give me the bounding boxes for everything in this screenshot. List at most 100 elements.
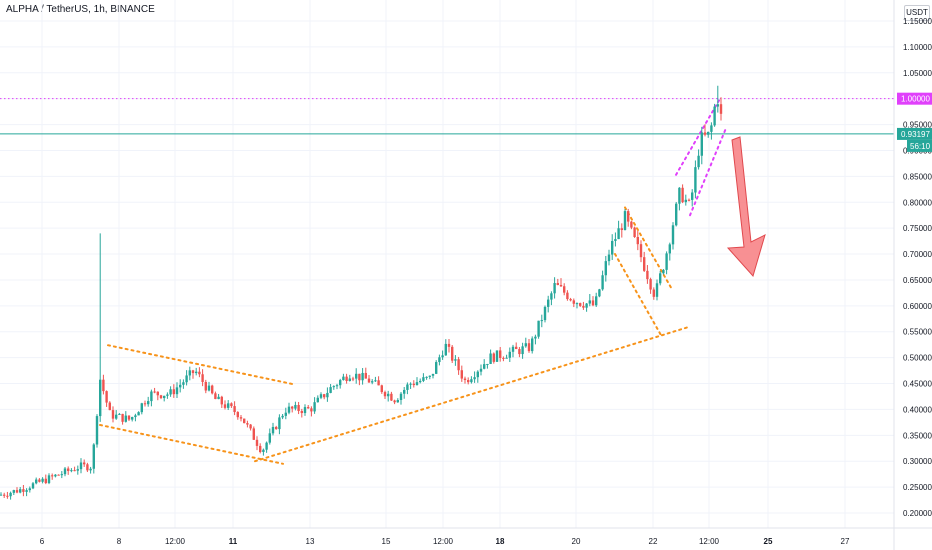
candle-body: [598, 289, 601, 297]
trendline-annotations[interactable]: [99, 97, 727, 465]
candle-body: [492, 353, 495, 362]
candle-body: [111, 410, 115, 419]
time-axis[interactable]: 6 8 12:00 11 13 15 12:00 18 20 22 12:00 25 27: [40, 537, 850, 546]
candle-body: [403, 389, 406, 394]
candle-body: [617, 228, 620, 240]
candle-body: [550, 293, 553, 300]
candle-body: [607, 254, 611, 262]
price-tag-label: 1.00000: [901, 95, 930, 104]
price-level-lines: [0, 98, 894, 135]
price-axis[interactable]: 0.20000 0.25000 0.30000 0.35000 0.40000 0.450…: [903, 17, 932, 518]
price-tick-label: 1.05000: [903, 69, 932, 78]
candle-body: [601, 275, 604, 290]
trendline: [107, 344, 296, 386]
candle-body: [217, 396, 220, 400]
candle-body: [76, 469, 79, 471]
candle-body: [489, 353, 492, 364]
time-tick-label: 18: [496, 537, 505, 546]
candle-body: [239, 417, 243, 419]
candle-body: [140, 403, 143, 413]
candle-body: [521, 346, 524, 355]
candle-body: [143, 403, 147, 405]
candle-body: [86, 464, 89, 471]
candle-body: [83, 462, 86, 465]
candle-body: [604, 261, 607, 276]
candle-body: [108, 402, 111, 411]
candle-body: [223, 404, 227, 408]
candle-body: [22, 489, 25, 492]
candle-body: [121, 413, 124, 422]
candle-body: [499, 350, 502, 358]
candle-body: [460, 370, 463, 379]
candle-body: [182, 382, 185, 385]
candle-body: [569, 299, 572, 301]
candle-body: [649, 279, 652, 290]
candle-body: [476, 371, 479, 378]
candle-body: [137, 412, 140, 416]
candle-body: [511, 346, 515, 352]
candle-body: [198, 371, 201, 375]
candle-body: [63, 468, 67, 475]
candle-body: [399, 393, 403, 401]
candle-body: [329, 387, 332, 393]
candle-body: [291, 406, 294, 409]
candle-body: [697, 155, 700, 168]
time-tick-label: 8: [117, 537, 122, 546]
candle-body: [191, 370, 195, 374]
candle-body: [156, 391, 159, 396]
candle-body: [355, 373, 358, 379]
time-tick-label: 12:00: [433, 537, 454, 546]
currency-button[interactable]: USDT: [904, 5, 930, 21]
candle-body: [307, 407, 310, 409]
candle-body: [383, 392, 387, 397]
candle-body: [502, 357, 505, 359]
candle-body: [486, 363, 489, 365]
candle-body: [89, 468, 92, 471]
candle-body: [278, 417, 281, 430]
candle-body: [377, 380, 380, 386]
candle-body: [435, 362, 438, 374]
price-tick-label: 1.10000: [903, 43, 932, 52]
candle-body: [195, 371, 198, 374]
candle-body: [166, 394, 169, 396]
candle-body: [540, 320, 543, 322]
candle-body: [483, 364, 486, 369]
candle-body: [335, 385, 339, 387]
candle-body: [681, 187, 684, 203]
candle-body: [563, 286, 566, 293]
time-tick-label: 6: [40, 537, 45, 546]
candle-body: [3, 494, 6, 496]
candle-body: [211, 385, 214, 394]
candle-body: [671, 225, 675, 245]
price-tick-label: 0.55000: [903, 328, 932, 337]
time-tick-label: 22: [649, 537, 658, 546]
candle-body: [537, 320, 540, 337]
candle-body: [6, 495, 9, 497]
candle-body: [60, 474, 63, 476]
candle-body: [643, 257, 646, 271]
price-tags: 1.00000 0.93197 56:10: [897, 92, 932, 152]
candle-body: [675, 203, 678, 226]
candle-body: [457, 359, 460, 371]
candle-body: [630, 221, 633, 228]
trendline: [254, 325, 691, 463]
down-arrow-annotation[interactable]: [726, 136, 766, 278]
grid: [0, 0, 894, 528]
candle-body: [297, 404, 300, 412]
candle-body: [25, 490, 28, 492]
candle-body: [636, 236, 639, 245]
candle-body: [431, 373, 435, 376]
candle-body: [364, 372, 367, 379]
candle-body: [467, 380, 470, 383]
candle-body: [556, 283, 559, 285]
candle-body: [332, 386, 335, 388]
candle-body: [294, 404, 297, 409]
candle-body: [134, 415, 137, 418]
candle-body: [57, 474, 60, 476]
price-tick-label: 0.75000: [903, 224, 932, 233]
candle-body: [271, 426, 275, 434]
candle-body: [620, 228, 623, 230]
candle-body: [553, 283, 556, 294]
time-tick-label: 13: [306, 537, 315, 546]
